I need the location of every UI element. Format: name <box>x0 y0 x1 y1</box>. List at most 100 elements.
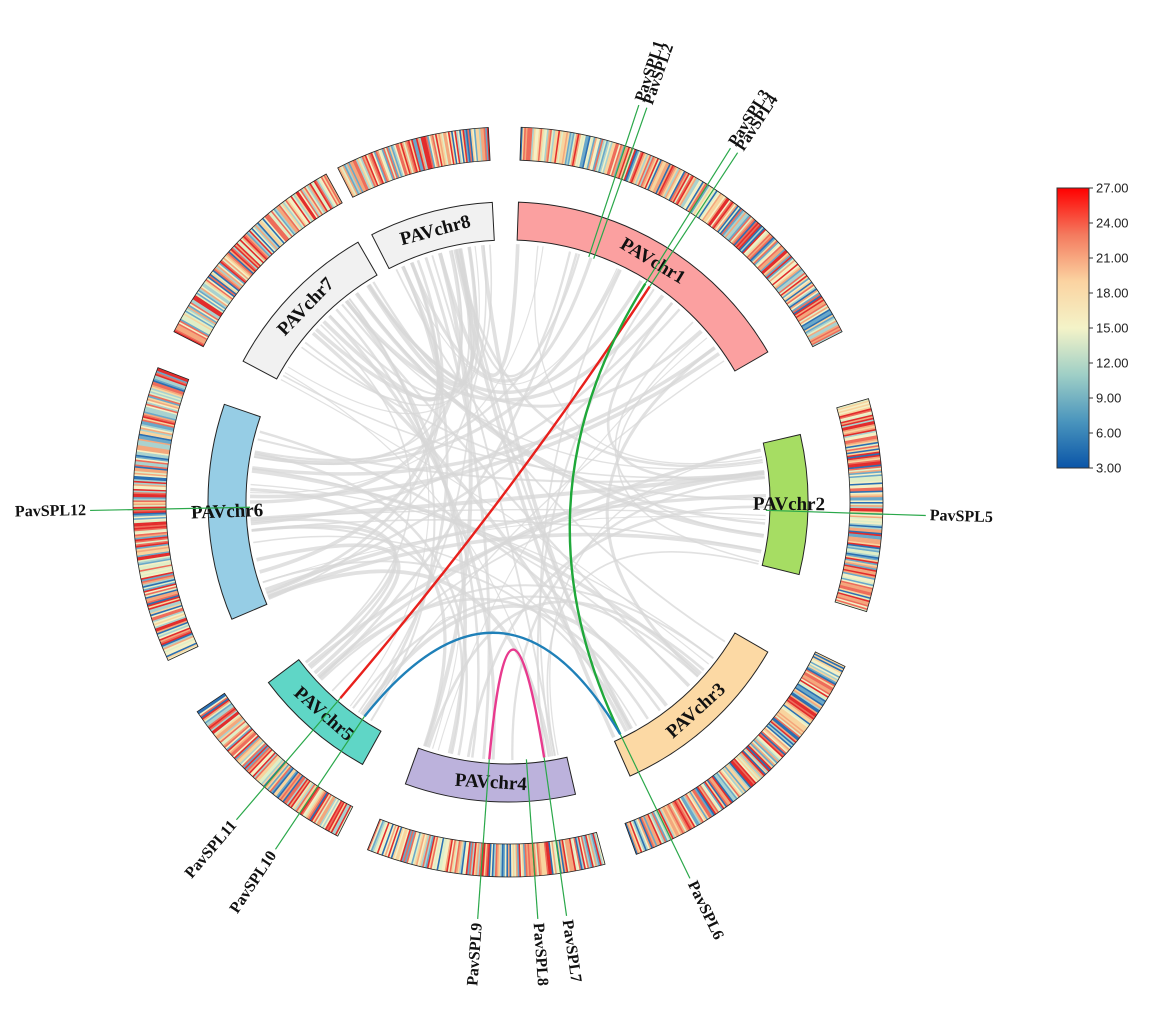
density-cell <box>779 709 807 731</box>
density-cell <box>542 128 548 162</box>
density-cell <box>661 167 679 198</box>
density-cell <box>145 588 178 600</box>
density-cell <box>141 418 175 428</box>
density-cell <box>178 321 209 339</box>
density-cell <box>151 607 184 620</box>
density-cell <box>619 147 632 180</box>
background-link <box>458 248 633 729</box>
density-cell <box>847 537 881 544</box>
density-cell <box>304 789 325 819</box>
background-link <box>395 269 726 643</box>
density-cell <box>232 733 258 758</box>
density-cell <box>694 788 714 817</box>
density-cell <box>641 816 657 848</box>
density-cell <box>135 540 169 547</box>
density-cell <box>735 756 759 782</box>
density-cell <box>139 565 173 574</box>
density-cell <box>770 262 798 285</box>
background-link <box>320 584 714 681</box>
density-cell <box>849 474 883 479</box>
density-cell <box>156 620 188 634</box>
density-cell <box>574 134 584 167</box>
density-cell <box>139 430 173 439</box>
density-cell <box>199 696 228 718</box>
density-cell <box>839 584 872 595</box>
density-cell <box>198 695 227 716</box>
density-cell <box>653 162 670 194</box>
density-cell <box>789 288 818 309</box>
density-cell <box>557 130 564 164</box>
density-cell <box>507 843 510 877</box>
density-cell <box>765 254 792 278</box>
background-link <box>262 515 766 583</box>
density-cell <box>217 718 245 741</box>
density-cell <box>210 709 238 732</box>
density-cell <box>631 820 646 852</box>
density-cell <box>467 129 473 163</box>
density-cell <box>840 580 874 590</box>
density-cell <box>266 213 290 241</box>
density-cell <box>646 813 663 845</box>
density-cell <box>296 190 318 220</box>
density-cell <box>195 293 224 314</box>
density-cell <box>699 191 720 220</box>
density-cell <box>143 410 177 421</box>
density-cell <box>510 843 513 877</box>
density-cell <box>636 154 651 186</box>
density-cell <box>643 157 658 189</box>
density-cell <box>649 812 665 844</box>
density-cell <box>459 129 466 163</box>
density-cell <box>162 635 194 651</box>
density-cell <box>722 766 746 794</box>
density-cell <box>801 310 832 329</box>
density-cell <box>251 227 275 253</box>
density-cell <box>227 252 254 276</box>
density-cell <box>702 193 724 223</box>
density-cell <box>295 783 316 812</box>
density-cell <box>376 822 390 854</box>
density-cell <box>559 839 567 873</box>
density-cell <box>676 175 695 206</box>
density-cell <box>836 594 869 606</box>
density-cell <box>812 330 843 347</box>
density-cell <box>848 470 882 476</box>
density-cell <box>543 129 550 163</box>
density-cell <box>201 283 230 305</box>
density-cell <box>612 144 625 177</box>
density-cell <box>156 621 189 635</box>
density-cell <box>189 301 219 321</box>
density-cell <box>417 137 428 171</box>
density-cell <box>762 728 789 752</box>
density-cell <box>530 127 535 161</box>
density-cell <box>177 322 208 341</box>
density-cell <box>369 152 383 185</box>
density-cell <box>491 843 495 877</box>
density-cell <box>751 740 777 766</box>
density-cell <box>849 482 883 486</box>
density-cell <box>404 140 416 174</box>
density-cell <box>146 593 179 604</box>
density-cell <box>805 669 836 687</box>
density-cell <box>449 839 456 873</box>
density-cell <box>610 144 623 177</box>
background-link <box>253 268 621 466</box>
density-cell <box>225 727 252 751</box>
density-cell <box>635 818 650 850</box>
density-cell <box>552 840 559 874</box>
density-cell <box>549 841 556 875</box>
density-cell <box>677 798 696 828</box>
density-cell <box>463 129 470 163</box>
density-cell <box>723 210 746 238</box>
density-cell <box>433 134 442 167</box>
density-cell <box>139 431 173 440</box>
density-cell <box>410 832 421 865</box>
density-cell <box>376 150 390 182</box>
density-cell <box>837 400 870 411</box>
density-cell <box>673 800 692 831</box>
density-cell <box>848 462 882 469</box>
link-pavspl9-pavspl7 <box>488 648 546 760</box>
density-cell <box>801 308 831 328</box>
density-cell <box>590 138 601 171</box>
density-cell <box>151 608 184 621</box>
density-cell <box>309 791 329 821</box>
